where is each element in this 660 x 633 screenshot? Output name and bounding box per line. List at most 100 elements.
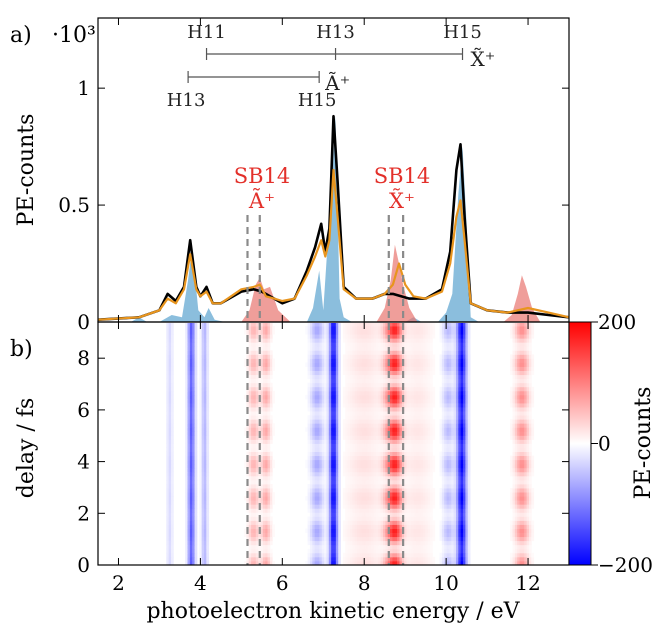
heat-cell	[514, 366, 518, 371]
heat-cell	[517, 362, 520, 367]
heat-cell	[415, 504, 419, 509]
heat-cell	[455, 488, 459, 493]
heat-cell	[463, 447, 466, 452]
heat-cell	[187, 431, 191, 436]
heat-cell	[361, 500, 365, 505]
heat-cell	[524, 532, 528, 538]
heat-cell	[171, 415, 174, 420]
heat-cell	[364, 423, 367, 428]
heat-cell	[246, 354, 250, 359]
heat-cell	[528, 548, 532, 554]
heat-cell	[375, 484, 379, 489]
heat-cell	[404, 560, 407, 565]
heat-cell	[446, 479, 450, 485]
heat-cell	[317, 394, 320, 400]
heat-cell	[168, 492, 172, 497]
heat-cell	[465, 548, 469, 554]
heat-cell	[324, 370, 327, 376]
heat-cell	[199, 467, 203, 473]
heat-cell	[260, 370, 264, 376]
heat-cell	[265, 492, 268, 497]
heat-cell	[519, 536, 523, 542]
heat-cell	[460, 411, 464, 416]
heat-cell	[352, 431, 356, 436]
heat-cell	[517, 370, 520, 376]
heat-cell	[451, 435, 455, 440]
heat-cell	[430, 394, 433, 400]
heat-cell	[345, 544, 349, 550]
heat-cell	[460, 492, 464, 497]
heat-cell	[326, 479, 330, 485]
heat-cell	[463, 451, 466, 457]
heat-cell	[444, 512, 447, 517]
heat-cell	[378, 459, 381, 465]
heat-cell	[265, 407, 268, 412]
heat-cell	[269, 471, 273, 477]
heat-cell	[357, 552, 360, 558]
heat-cell	[262, 484, 266, 489]
heat-cell	[420, 447, 424, 452]
heat-cell	[514, 516, 518, 521]
heat-cell	[422, 479, 426, 485]
heat-cell	[425, 512, 429, 517]
heat-cell	[267, 382, 271, 388]
heat-cell	[418, 435, 422, 440]
heat-cell	[166, 560, 170, 565]
heat-cell	[404, 443, 407, 448]
heat-cell	[512, 382, 516, 388]
heat-cell	[521, 411, 525, 416]
heat-cell	[166, 411, 170, 416]
heat-cell	[385, 540, 389, 546]
heat-cell	[364, 471, 367, 477]
heat-cell	[451, 366, 455, 371]
heat-cell	[517, 475, 520, 481]
heat-cell	[349, 467, 353, 473]
heat-cell	[378, 471, 381, 477]
heat-cell	[465, 479, 469, 485]
heat-cell	[531, 496, 535, 501]
heat-cell	[319, 439, 323, 444]
heat-cell	[463, 362, 466, 367]
heat-cell	[390, 423, 393, 428]
heat-cell	[528, 479, 532, 485]
heat-cell	[260, 540, 264, 546]
heat-cell	[335, 443, 339, 448]
heat-cell	[408, 504, 412, 509]
heat-cell	[411, 500, 414, 505]
heat-cell	[352, 443, 356, 448]
heat-cell	[371, 492, 374, 497]
heat-cell	[380, 459, 384, 465]
heat-cell	[347, 370, 351, 376]
heat-cell	[404, 447, 407, 452]
heat-cell	[510, 362, 513, 367]
heat-cell	[309, 520, 313, 525]
heat-cell	[385, 431, 389, 436]
heat-cell	[194, 382, 198, 388]
heat-cell	[526, 492, 530, 497]
heat-cell	[251, 488, 254, 493]
heat-cell	[460, 552, 464, 558]
heat-cell	[380, 390, 384, 396]
heat-cell	[451, 374, 455, 380]
heat-cell	[514, 403, 518, 408]
heat-cell	[467, 451, 471, 457]
heat-cell	[357, 403, 360, 408]
heat-cell	[326, 471, 330, 477]
heat-cell	[248, 455, 252, 461]
heat-cell	[397, 463, 400, 469]
heat-cell	[342, 492, 346, 497]
heat-cell	[262, 479, 266, 485]
heat-cell	[307, 488, 311, 493]
heat-cell	[399, 427, 403, 432]
heat-cell	[380, 536, 384, 542]
heat-cell	[408, 488, 412, 493]
heat-cell	[267, 358, 271, 363]
heat-cell	[354, 479, 358, 485]
heat-cell	[390, 520, 393, 525]
heat-cell	[451, 504, 455, 509]
heat-cell	[512, 443, 516, 448]
heat-cell	[171, 394, 174, 400]
heat-cell	[326, 536, 330, 542]
heat-cell	[319, 560, 323, 565]
heat-cell	[465, 447, 469, 452]
